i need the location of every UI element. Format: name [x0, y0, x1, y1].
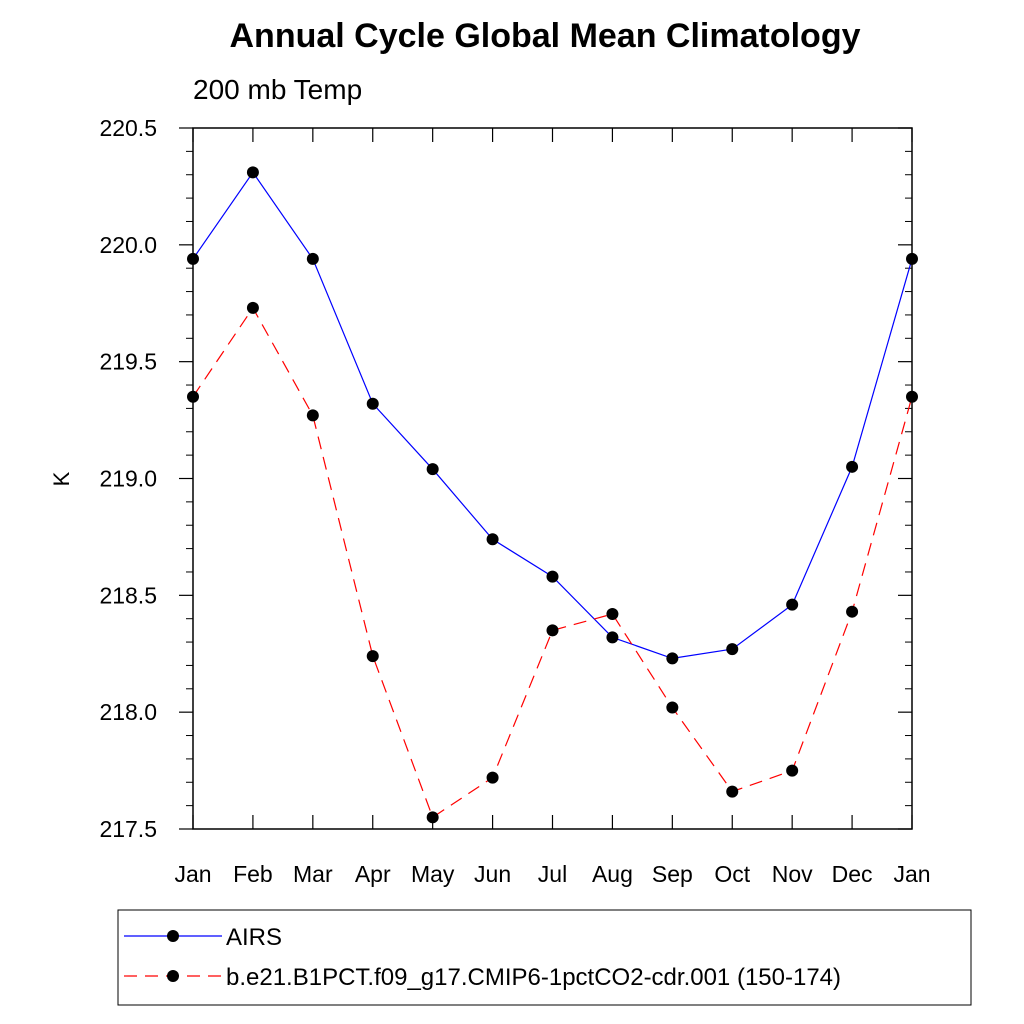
plot-frame: [192, 127, 913, 830]
data-point: [666, 652, 679, 665]
data-point: [486, 533, 499, 546]
y-tick-label: 219.5: [99, 349, 157, 375]
legend: AIRS b.e21.B1PCT.f09_g17.CMIP6-1pctCO2-cd…: [124, 924, 841, 991]
series-line-0: [192, 171, 913, 660]
data-point: [606, 608, 619, 621]
data-point: [846, 460, 859, 473]
series-lines: [187, 166, 918, 824]
data-point: [486, 771, 499, 784]
legend-label: AIRS: [226, 924, 282, 951]
legend-marker: [167, 970, 179, 982]
data-point: [546, 624, 559, 637]
y-tick-label: 220.0: [99, 232, 157, 258]
data-point: [246, 166, 259, 179]
x-tick-label: Jul: [538, 861, 567, 887]
y-tick-labels: 217.5 218.0 218.5 219.0 219.5 220.0 220.5: [99, 115, 157, 842]
data-point: [726, 785, 739, 798]
x-tick-labels: Jan Feb Mar Apr May Jun Jul Aug Sep Oct Nov Dec Jan: [174, 861, 930, 887]
data-point: [906, 252, 918, 265]
x-tick-label: Jun: [474, 861, 511, 887]
y-axis-label: K: [49, 471, 74, 486]
data-point: [366, 397, 379, 410]
data-point: [246, 301, 259, 314]
data-point: [786, 598, 799, 611]
data-point: [306, 409, 319, 422]
x-tick-label: Sep: [652, 861, 693, 887]
chart-title: Annual Cycle Global Mean Climatology: [230, 17, 861, 55]
data-point: [306, 252, 319, 265]
legend-box: [117, 909, 972, 1006]
series-line-1: [192, 306, 913, 819]
y-tick-label: 220.5: [99, 115, 157, 141]
x-tick-label: Oct: [714, 861, 750, 887]
data-point: [606, 631, 619, 644]
y-tick-label: 218.5: [99, 582, 157, 608]
x-tick-label: Mar: [293, 861, 333, 887]
y-tick-label: 217.5: [99, 816, 157, 842]
x-tick-label: Dec: [832, 861, 873, 887]
x-tick-label: Jan: [893, 861, 930, 887]
x-tick-label: Apr: [355, 861, 391, 887]
data-point: [426, 811, 439, 824]
data-point: [366, 650, 379, 663]
x-tick-label: Feb: [233, 861, 273, 887]
axis-ticks: [179, 127, 913, 830]
legend-label: b.e21.B1PCT.f09_g17.CMIP6-1pctCO2-cdr.00…: [226, 964, 841, 991]
data-point: [546, 570, 559, 583]
data-point: [846, 605, 859, 618]
data-point: [426, 463, 439, 476]
legend-marker: [167, 930, 179, 942]
x-tick-label: Nov: [772, 861, 813, 887]
chart-subtitle: 200 mb Temp: [193, 74, 362, 105]
data-point: [726, 643, 739, 656]
data-point: [187, 390, 199, 403]
data-point: [187, 252, 199, 265]
x-tick-label: May: [411, 861, 455, 887]
data-point: [906, 390, 918, 403]
x-tick-label: Jan: [174, 861, 211, 887]
data-point: [666, 701, 679, 714]
y-tick-label: 218.0: [99, 699, 157, 725]
data-point: [786, 764, 799, 777]
y-tick-label: 219.0: [99, 466, 157, 492]
x-tick-label: Aug: [592, 861, 633, 887]
